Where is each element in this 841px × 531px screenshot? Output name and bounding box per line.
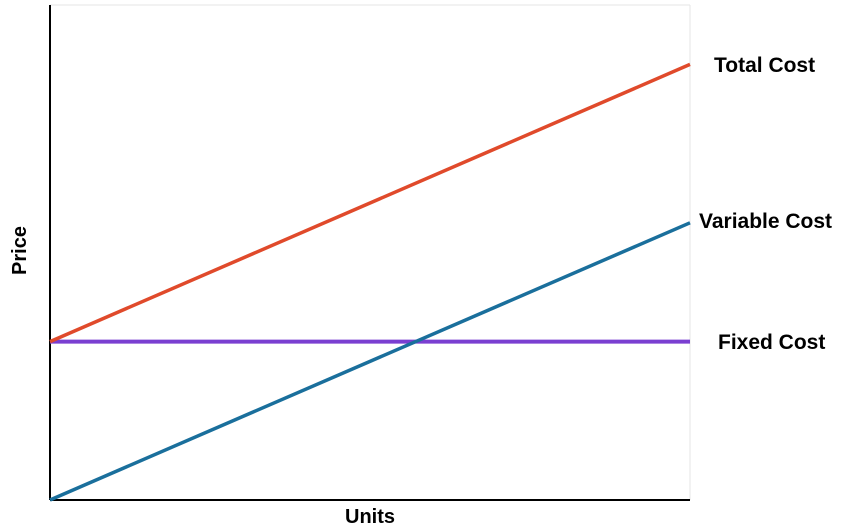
y-axis-label-wrap: Price bbox=[0, 0, 40, 500]
label-variable-cost: Variable Cost bbox=[699, 210, 832, 234]
label-total-cost: Total Cost bbox=[714, 54, 815, 78]
chart-svg bbox=[0, 0, 841, 531]
cost-chart: Price Units Total Cost Variable Cost Fix… bbox=[0, 0, 841, 531]
series-variable-cost bbox=[50, 223, 690, 500]
series-total-cost bbox=[50, 64, 690, 341]
y-axis-label: Price bbox=[9, 226, 32, 275]
x-axis-label: Units bbox=[50, 506, 690, 529]
label-fixed-cost: Fixed Cost bbox=[718, 331, 825, 355]
